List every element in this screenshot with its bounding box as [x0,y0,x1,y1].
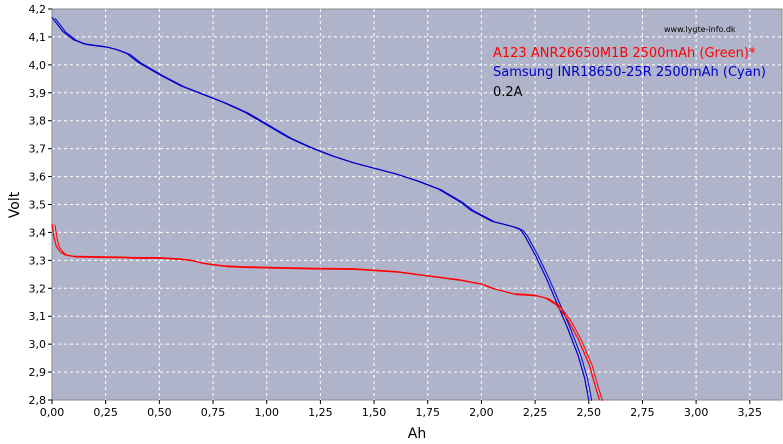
x-tick-label: 3,00 [684,406,709,419]
series-layer [51,17,603,401]
x-tick-label: 2,50 [577,406,602,419]
x-tick-label: 0,50 [147,406,172,419]
y-tick-label: 3,7 [29,143,47,156]
legend-entry-samsung: Samsung INR18650-25R 2500mAh (Cyan) [493,65,766,80]
x-tick-label: 2,75 [630,406,655,419]
y-tick-label: 4,1 [29,31,47,44]
x-axis-ticks: 0,00 0,25 0,50 0,75 1,00 1,25 1,50 1,75 2,00 2,25… [40,400,762,419]
x-tick-label: 3,25 [738,406,763,419]
y-tick-label: 4,0 [29,59,47,72]
x-tick-label: 2,25 [523,406,548,419]
x-tick-label: 1,50 [362,406,387,419]
y-tick-label: 4,2 [29,3,47,16]
y-tick-label: 3,3 [29,254,47,267]
y-axis-ticks: 2,8 2,9 3,0 3,1 3,2 3,3 3,4 3,5 3,6 3,7 3,8 3,9 4,0 4… [29,3,52,407]
y-tick-label: 2,8 [29,394,47,407]
x-axis-label: Ah [408,426,426,442]
y-tick-label: 3,5 [29,199,47,212]
x-tick-label: 0,00 [40,406,65,419]
y-tick-label: 3,9 [29,87,47,100]
y-tick-label: 3,6 [29,171,47,184]
y-tick-label: 3,0 [29,338,47,351]
x-tick-label: 1,00 [254,406,279,419]
x-tick-label: 1,75 [415,406,440,419]
series-line-samsung-trace-2 [54,17,593,401]
y-tick-label: 3,4 [29,226,47,239]
x-tick-label: 2,00 [469,406,494,419]
y-tick-label: 2,9 [29,366,47,379]
x-tick-label: 0,75 [201,406,226,419]
y-tick-label: 3,1 [29,310,47,323]
watermark: www.lygte-info.dk [664,25,736,34]
series-line-a123-trace-2 [54,224,603,401]
legend-entry-a123: A123 ANR26650M1B 2500mAh (Green)* [493,46,756,61]
x-tick-label: 1,25 [308,406,333,419]
y-tick-label: 3,8 [29,115,47,128]
y-tick-label: 3,2 [29,282,47,295]
x-tick-label: 0,25 [93,406,118,419]
grid [52,9,782,400]
y-axis-label: Volt [7,191,23,218]
legend-entry-current: 0.2A [493,85,523,100]
